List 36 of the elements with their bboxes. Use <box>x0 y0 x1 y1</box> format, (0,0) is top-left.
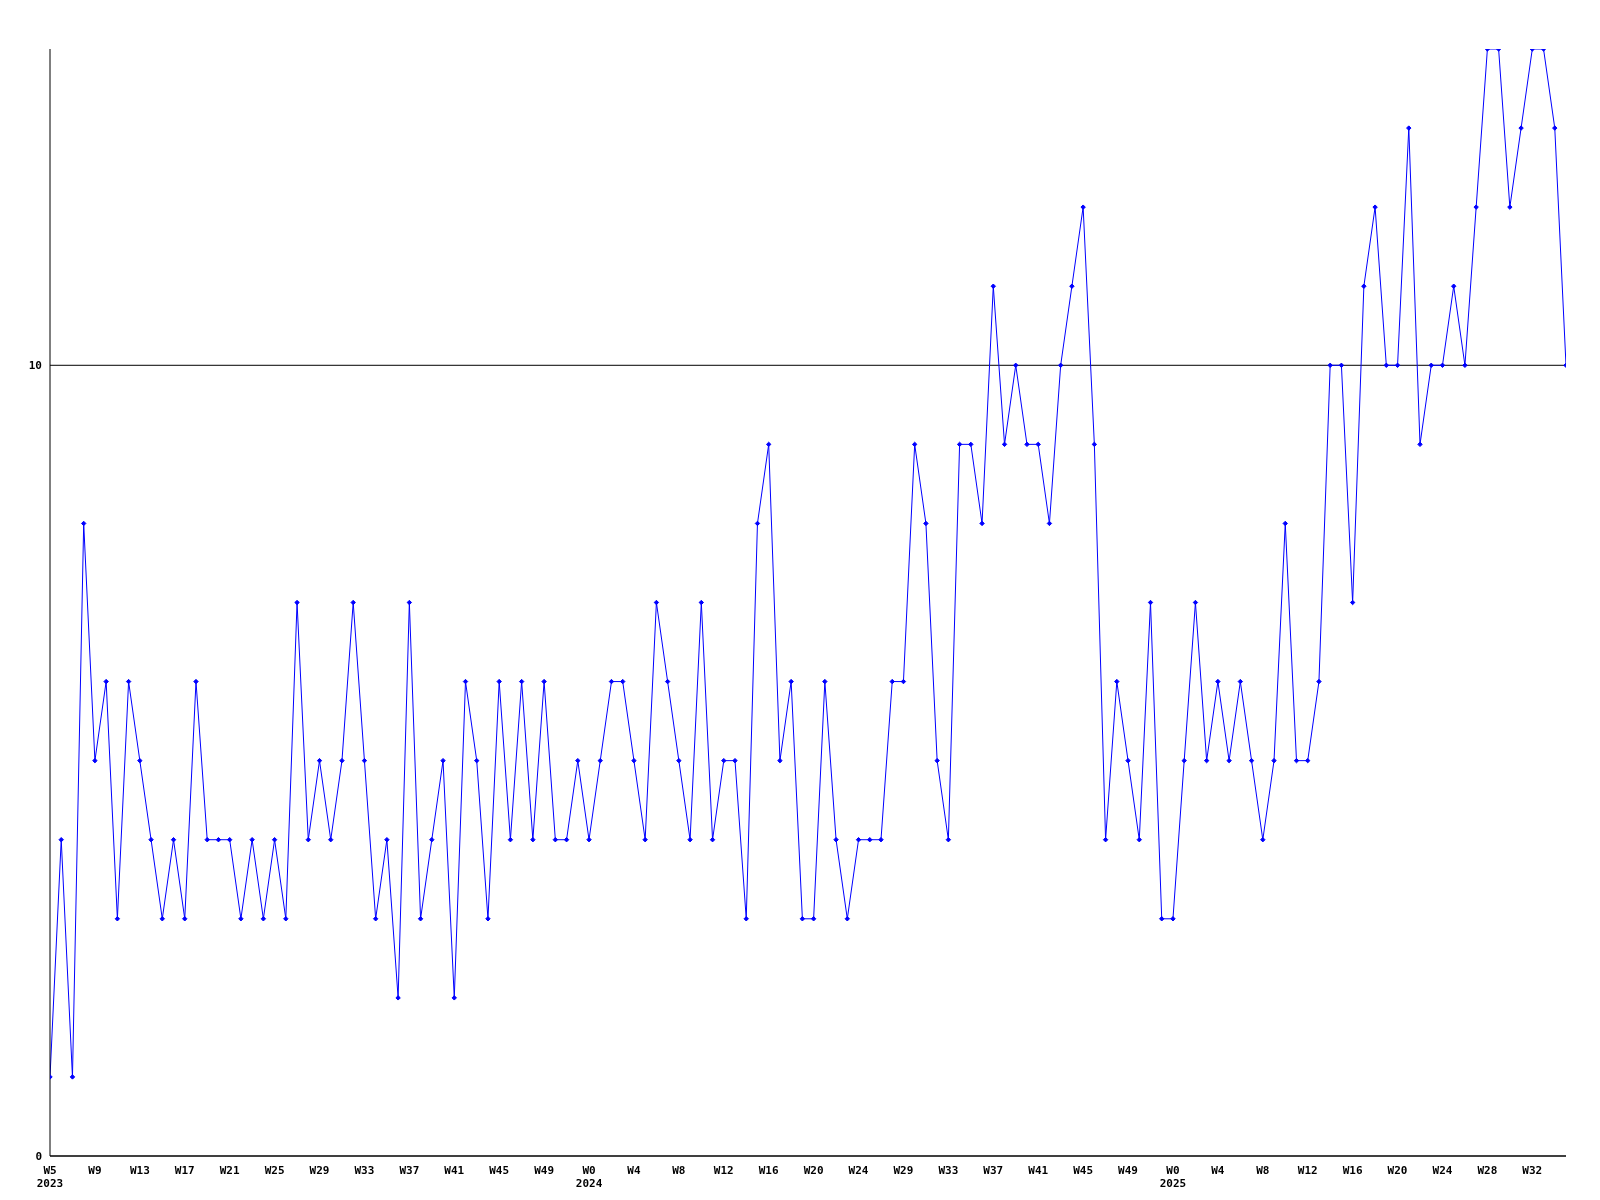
x-tick-label: W49 <box>534 1164 555 1177</box>
x-tick-label: W5 2023 <box>36 1164 64 1190</box>
x-tick-label: W28 <box>1477 1164 1498 1177</box>
x-tick-label: W45 <box>1073 1164 1094 1177</box>
x-tick-label: W16 <box>1342 1164 1363 1177</box>
x-tick-label: W49 <box>1118 1164 1138 1177</box>
x-tick-label: W33 <box>938 1164 959 1177</box>
x-tick-label: W9 <box>88 1164 102 1177</box>
x-tick-label: W37 <box>983 1164 1004 1177</box>
x-tick-label: W20 <box>803 1164 824 1177</box>
x-tick-label: W12 <box>713 1164 734 1177</box>
x-tick-label: W0 2024 <box>575 1164 603 1190</box>
x-tick-label: W8 <box>1256 1164 1270 1177</box>
x-tick-label: W29 <box>893 1164 914 1177</box>
x-tick-label: W17 <box>174 1164 195 1177</box>
x-tick-label: W20 <box>1387 1164 1408 1177</box>
x-tick-label: W33 <box>354 1164 375 1177</box>
x-tick-label: W41 <box>1028 1164 1049 1177</box>
x-tick-label: W8 <box>672 1164 686 1177</box>
x-tick-label: W25 <box>264 1164 285 1177</box>
x-tick-label: W16 <box>758 1164 779 1177</box>
x-tick-label: W45 <box>489 1164 510 1177</box>
y-tick-label: 10 <box>28 359 42 373</box>
x-tick-label: W13 <box>129 1164 150 1177</box>
x-tick-label: W37 <box>399 1164 420 1177</box>
x-tick-label: W12 <box>1297 1164 1318 1177</box>
x-tick-label: W32 <box>1522 1164 1543 1177</box>
x-tick-label: W24 <box>848 1164 869 1177</box>
x-tick-label: W21 <box>219 1164 240 1177</box>
x-tick-label: W4 <box>1211 1164 1225 1177</box>
x-tick-label: W29 <box>309 1164 330 1177</box>
x-tick-label: W4 <box>627 1164 641 1177</box>
x-tick-label: W0 2025 <box>1159 1164 1187 1190</box>
y-tick-label: 0 <box>35 1149 42 1163</box>
x-tick-label: W24 <box>1432 1164 1453 1177</box>
x-tick-label: W41 <box>444 1164 465 1177</box>
